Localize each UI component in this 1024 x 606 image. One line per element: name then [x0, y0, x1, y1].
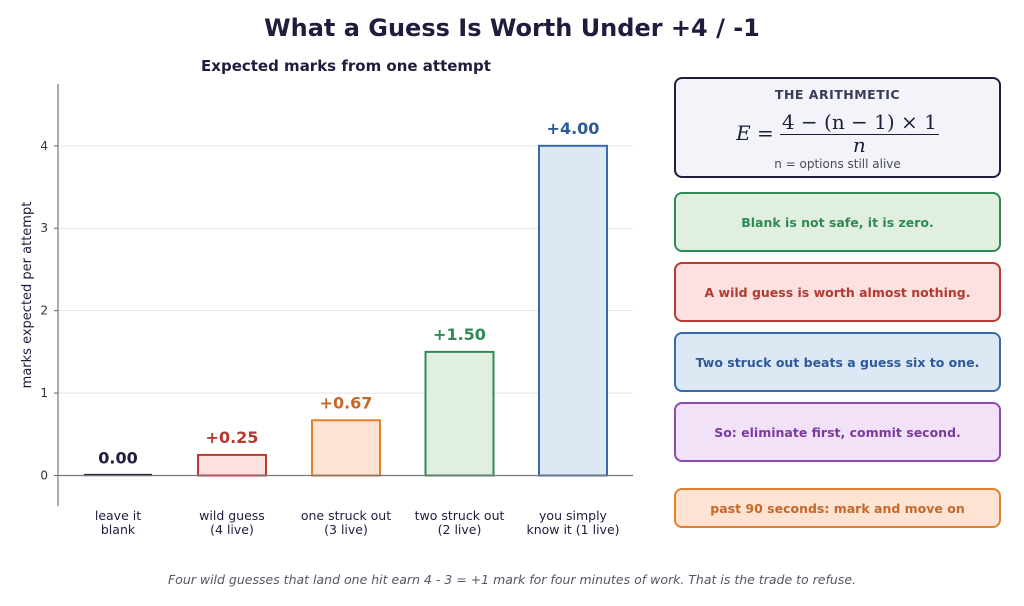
takeaway-time-limit: past 90 seconds: mark and move on	[674, 488, 1001, 528]
expected-value-formula: E = 4 − (n − 1) × 1 n	[676, 111, 999, 155]
takeaway-two-struck: Two struck out beats a guess six to one.	[674, 332, 1001, 392]
data-label: +0.67	[320, 393, 373, 412]
formula-numerator: 4 − (n − 1) × 1	[779, 110, 939, 135]
x-category-label: blank	[101, 522, 136, 537]
arithmetic-note: n = options still alive	[774, 157, 901, 171]
data-label: +1.50	[433, 325, 486, 344]
y-tick-label: 0	[40, 469, 48, 483]
x-category-label: leave it	[95, 508, 141, 523]
y-tick-label: 2	[40, 304, 48, 318]
x-category-label: you simply	[539, 508, 608, 523]
y-tick-label: 1	[40, 386, 48, 400]
x-category-label: (2 live)	[438, 522, 482, 537]
data-label: +0.25	[206, 428, 259, 447]
bars	[84, 144, 608, 477]
y-tick-label: 3	[40, 221, 48, 235]
arithmetic-title: THE ARITHMETIC	[774, 87, 901, 102]
takeaway-blank-zero: Blank is not safe, it is zero.	[674, 192, 1001, 252]
bar	[538, 144, 608, 477]
x-category-label: two struck out	[415, 508, 505, 523]
y-axis-label: marks expected per attempt	[20, 202, 35, 389]
bar	[197, 453, 267, 477]
arithmetic-panel: THE ARITHMETIC E = 4 − (n − 1) × 1 n n =…	[674, 77, 1001, 178]
axes	[57, 84, 633, 506]
data-label: +4.00	[547, 119, 600, 138]
bar-chart: Expected marks from one attempt marks ex…	[20, 57, 633, 537]
bar	[424, 350, 495, 477]
takeaway-wild-guess: A wild guess is worth almost nothing.	[674, 262, 1001, 322]
x-category-label: know it (1 live)	[526, 522, 619, 537]
formula-lhs: E =	[736, 121, 774, 145]
x-category-label: (4 live)	[210, 522, 254, 537]
x-category-label: one struck out	[301, 508, 391, 523]
bar	[311, 419, 381, 477]
formula-fraction: 4 − (n − 1) × 1 n	[779, 110, 939, 157]
gridlines	[58, 145, 633, 394]
y-tick-label: 4	[40, 139, 48, 153]
formula-denominator: n	[852, 133, 866, 157]
data-labels: 0.00 +0.25 +0.67 +1.50 +4.00	[98, 119, 599, 468]
x-category-label: wild guess	[199, 508, 265, 523]
data-label: 0.00	[98, 449, 137, 468]
takeaway-eliminate-first: So: eliminate first, commit second.	[674, 402, 1001, 462]
x-category-label: (3 live)	[324, 522, 368, 537]
main-title: What a Guess Is Worth Under +4 / -1	[264, 14, 760, 42]
y-ticks: 0 1 2 3 4	[40, 139, 58, 483]
chart-title: Expected marks from one attempt	[201, 57, 491, 75]
caption: Four wild guesses that land one hit earn…	[167, 572, 856, 587]
